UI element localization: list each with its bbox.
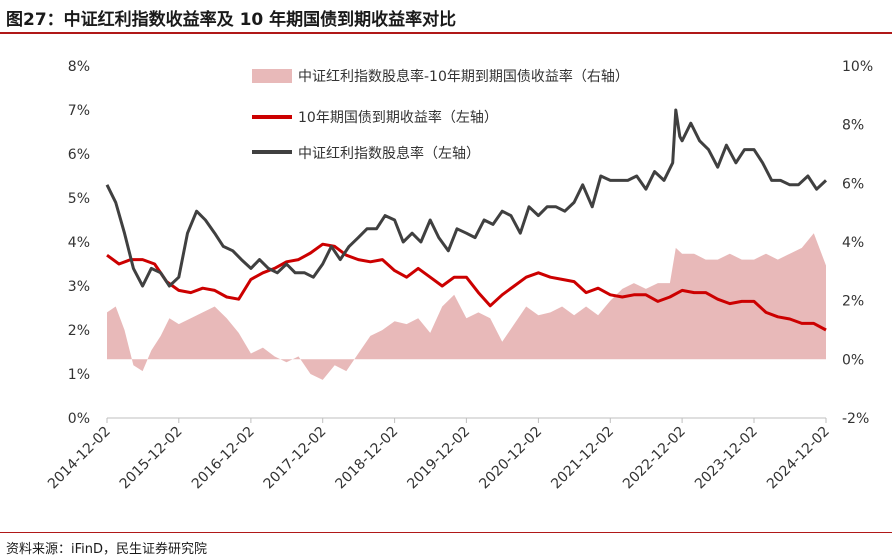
legend-label-spread: 中证红利指数股息率-10年期到期国债收益率（右轴）: [298, 68, 629, 85]
chart-area: 0% 1% 2% 3% 4% 5% 6% 7% 8% -2% 0% 2% 4% 6% 8% 10% 2014…: [45, 59, 873, 492]
legend-item-yield: 10年期国债到期收益率（左轴）: [252, 109, 498, 126]
y-right-tick-label: 8%: [842, 118, 864, 134]
figure-title: 图27：中证红利指数收益率及 10 年期国债到期收益率对比: [6, 10, 457, 30]
y-left-tick-label: 1%: [68, 367, 90, 383]
x-tick-label: 2024-12-02: [764, 424, 833, 493]
x-tick-label: 2016-12-02: [189, 424, 258, 493]
source-divider: [0, 532, 892, 533]
y-left-tick-label: 0%: [68, 411, 90, 427]
y-right-tick-label: 2%: [842, 294, 864, 310]
title-divider: [0, 32, 892, 34]
x-tick-label: 2022-12-02: [620, 424, 689, 493]
y-axis-right: -2% 0% 2% 4% 6% 8% 10%: [842, 59, 873, 427]
x-tick-label: 2018-12-02: [333, 424, 402, 493]
line-layer: [105, 108, 828, 332]
x-tick-label: 2021-12-02: [548, 424, 617, 493]
spread-area: [107, 233, 826, 380]
legend-item-dividend: 中证红利指数股息率（左轴）: [252, 145, 480, 162]
yield-line: [106, 242, 827, 332]
y-left-tick-label: 7%: [68, 103, 90, 119]
x-tick-label: 2023-12-02: [692, 424, 761, 493]
y-right-tick-label: 6%: [842, 176, 864, 192]
x-tick-label: 2019-12-02: [404, 424, 473, 493]
x-tick-label: 2014-12-02: [45, 424, 114, 493]
legend-item-spread: 中证红利指数股息率-10年期到期国债收益率（右轴）: [252, 68, 629, 85]
legend: 中证红利指数股息率-10年期到期国债收益率（右轴） 10年期国债到期收益率（左轴…: [252, 68, 629, 162]
y-left-tick-label: 3%: [68, 279, 90, 295]
legend-swatch-spread: [252, 69, 292, 83]
dividend-line: [105, 108, 828, 288]
source-note: 资料来源：iFinD，民生证券研究院: [6, 542, 208, 557]
x-tick-label: 2020-12-02: [476, 424, 545, 493]
y-left-tick-label: 8%: [68, 59, 90, 75]
y-left-tick-label: 6%: [68, 147, 90, 163]
y-right-tick-label: -2%: [842, 411, 869, 427]
spread-area-layer: [107, 233, 826, 380]
y-right-tick-label: 4%: [842, 235, 864, 251]
y-left-tick-label: 2%: [68, 323, 90, 339]
legend-label-yield: 10年期国债到期收益率（左轴）: [298, 109, 498, 126]
y-right-tick-label: 10%: [842, 59, 873, 75]
y-left-tick-label: 5%: [68, 191, 90, 207]
x-tick-label: 2017-12-02: [261, 424, 330, 493]
legend-label-dividend: 中证红利指数股息率（左轴）: [298, 145, 480, 162]
x-tick-label: 2015-12-02: [117, 424, 186, 493]
x-axis: 2014-12-02 2015-12-02 2016-12-02 2017-12-02…: [45, 418, 833, 492]
y-right-tick-label: 0%: [842, 352, 864, 368]
y-left-tick-label: 4%: [68, 235, 90, 251]
y-axis-left: 0% 1% 2% 3% 4% 5% 6% 7% 8%: [68, 59, 90, 427]
